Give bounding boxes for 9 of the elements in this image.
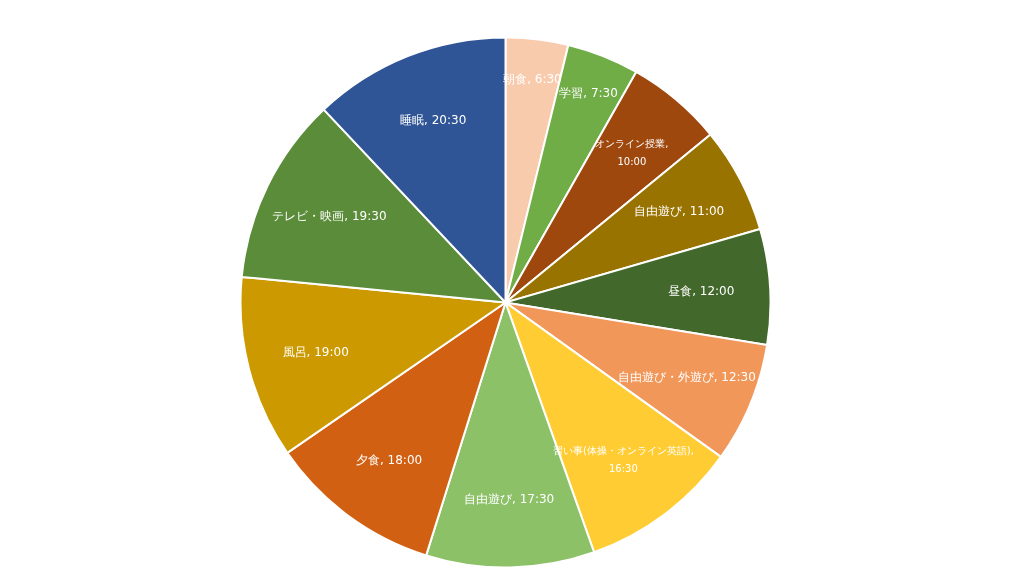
slice-label: 夕食, 18:00 bbox=[355, 453, 423, 468]
slice-label: 自由遊び, 11:00 bbox=[634, 204, 725, 219]
slice-label: 睡眠, 20:30 bbox=[400, 113, 467, 128]
slice-label: 学習, 7:30 bbox=[559, 86, 618, 101]
slice-label: 自由遊び, 17:30 bbox=[464, 491, 555, 506]
slice-label: テレビ・映画, 19:30 bbox=[272, 209, 387, 224]
slice-label: 自由遊び・外遊び, 12:30 bbox=[617, 370, 756, 385]
slice-label: 風呂, 19:00 bbox=[282, 344, 349, 359]
slice-label: 昼食, 12:00 bbox=[668, 283, 735, 298]
